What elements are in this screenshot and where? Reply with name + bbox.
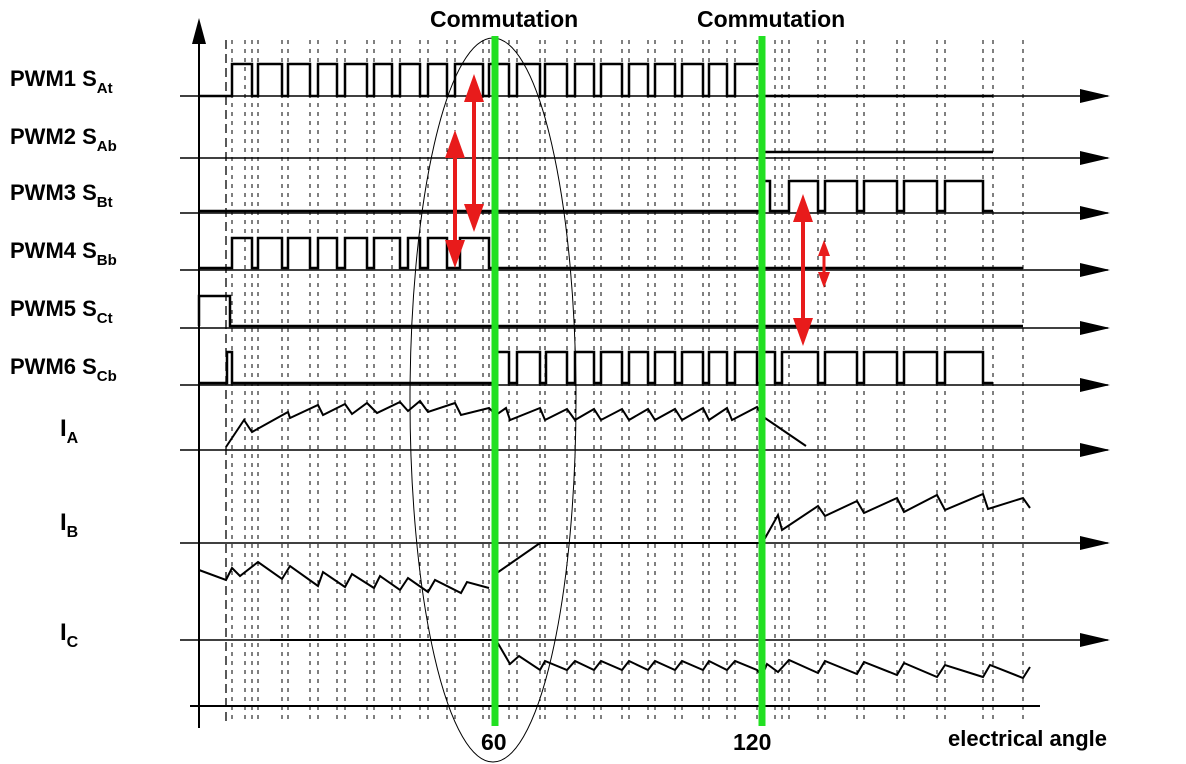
x-tick-label-120: 120: [733, 729, 771, 755]
signal-label-pwm2: PWM2 SAb: [10, 124, 117, 155]
signal-axes: [180, 89, 1110, 647]
ic-waveform: [495, 639, 1031, 680]
current-label-ic: IC: [60, 619, 79, 651]
pwm5-waveform: [197, 294, 1023, 328]
signal-label-pwm3: PWM3 SBt: [10, 180, 113, 211]
commutation-header-120: Commutation: [697, 6, 845, 32]
red-double-arrow-pwm3-pwm6: [793, 194, 813, 346]
duty-arrows: [445, 74, 830, 346]
waveforms: [197, 62, 1031, 680]
x-axis-label: electrical angle: [948, 726, 1107, 751]
pwm1-waveform: [199, 62, 993, 98]
signal-label-pwm1: PWM1 SAt: [10, 66, 113, 97]
commutation-header-60: Commutation: [430, 6, 578, 32]
red-double-arrow-pwm2-pwm4: [445, 130, 465, 268]
pwm3-waveform: [199, 179, 993, 213]
signal-label-pwm5: PWM5 SCt: [10, 296, 113, 327]
current-label-ia: IA: [60, 415, 79, 447]
ib-waveform: [763, 492, 1031, 541]
ib-rise-waveform: [493, 542, 765, 576]
x-tick-label-60: 60: [481, 729, 507, 755]
vertical-axis-arrowhead: [192, 18, 206, 44]
ia-waveform: [225, 399, 807, 448]
red-small-double-arrow: [818, 240, 830, 288]
red-double-arrow-pwm1-pwm3: [464, 74, 484, 232]
signal-label-pwm4: PWM4 SBb: [10, 238, 117, 269]
pwm4-waveform: [199, 236, 1023, 270]
pwm-grid-lines: [225, 40, 1024, 722]
current-label-ib: IB: [60, 509, 78, 541]
pwm6-waveform: [199, 350, 993, 385]
ib-negative-waveform: [198, 560, 490, 595]
signal-label-pwm6: PWM6 SCb: [10, 354, 117, 385]
